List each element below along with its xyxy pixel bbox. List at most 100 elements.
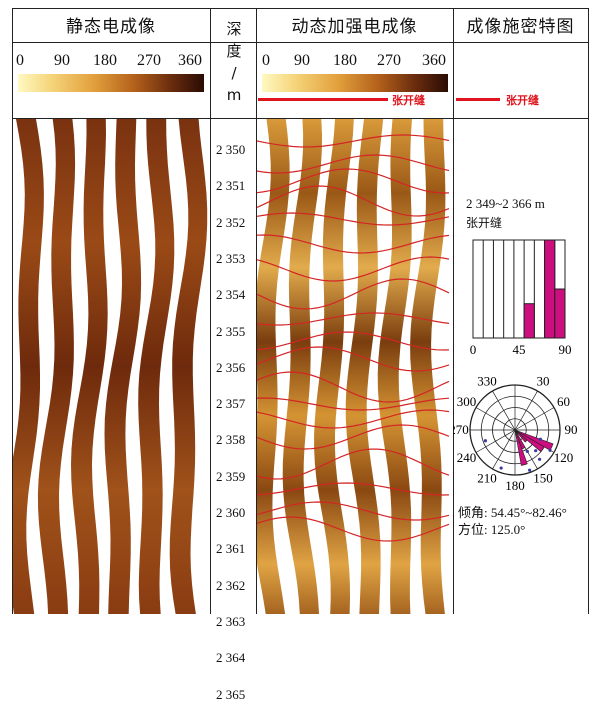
depth-label: 2 357 [216,396,246,412]
border-left [12,8,13,614]
top-border [12,8,588,9]
depth-label: 2 355 [216,323,246,339]
scale-tick: 0 [262,52,270,69]
pole-point [537,457,542,461]
scale-tick: 0 [16,52,24,69]
histogram-bar [544,239,556,339]
depth-label: 2 353 [216,250,246,266]
fracture-trace [257,331,450,351]
rose-angle-label: 240 [457,450,477,465]
scale-divider [12,118,588,119]
border-right [588,8,589,614]
interval-label: 2 349~2 366 m [466,196,545,211]
fracture-trace [257,409,450,429]
depth-label: 2 364 [216,650,246,666]
legend-line [258,98,388,101]
rose-petal [514,429,528,466]
border-static-depth [210,8,211,614]
depth-label: 2 356 [216,359,246,375]
depth-label: 2 352 [216,214,246,230]
scale-tick: 90 [54,52,70,69]
pole-point [499,466,503,470]
depth-label: 2 358 [216,432,246,448]
histogram-bar [523,303,535,339]
rose-angle-label: 120 [554,450,574,465]
pole-point [534,449,538,453]
stereonet-header: 成像施密特图 [466,16,575,37]
rose-angle-label: 180 [505,478,525,490]
image-stripe [345,119,384,614]
fracture-trace [257,312,450,326]
image-stripe [410,119,446,614]
rose-petal [514,429,528,443]
fracture-type-label: 张开缝 [466,216,503,230]
rose-angle-label: 300 [457,394,477,409]
rose-spoke [475,429,516,453]
depth-label: 2 365 [216,686,246,702]
depth-label: 2 360 [216,505,246,520]
scale-tick: 90 [294,52,310,69]
scale-tick: 180 [333,52,357,69]
rose-angle-label: 60 [557,394,570,409]
depth-label: 2 362 [216,577,246,593]
rose-angle-label: 210 [477,470,497,485]
static-image-header: 静态电成像 [66,16,156,37]
fracture-trace [257,371,450,403]
scale-tick: 270 [137,52,161,69]
fracture-trace [257,212,450,226]
dynamic-image-header: 动态加强电成像 [291,16,418,37]
pole-point [483,439,487,443]
scale-tick: 360 [178,52,202,69]
static-image-log [13,119,208,614]
legend-label: 张开缝 [506,94,539,107]
image-stripe [13,119,44,614]
rose-angle-label: 270 [453,422,469,437]
image-stripe [257,119,290,614]
dip-histogram: 0 45 90 [470,239,572,357]
dynamic-image-log [257,119,450,614]
rose-spoke [514,390,538,431]
rose-angle-label: 150 [533,470,553,485]
fracture-trace [257,185,450,217]
fracture-trace [257,346,450,372]
rose-spoke [492,429,516,470]
fracture-trace [257,278,450,310]
rose-spoke [475,407,516,431]
image-stripe [314,119,354,614]
static-color-bar [18,74,204,92]
rose-petal [514,429,545,453]
scale-tick: 180 [93,52,117,69]
legend-label: 张开缝 [392,94,425,107]
histogram-tick-label: 90 [559,342,572,357]
legend-line [456,98,500,101]
depth-label: 2 351 [216,178,246,194]
depth-header: 深 度 / m [226,20,242,104]
image-stripe [377,119,412,614]
histogram-tick-label: 0 [470,342,477,357]
fracture-trace [257,256,450,282]
fracture-trace [257,516,450,542]
dynamic-color-bar [262,74,448,92]
fracture-trace [257,234,450,254]
fracture-trace [257,501,450,521]
rose-angle-label: 90 [565,422,578,437]
depth-label: 2 354 [216,287,246,303]
fracture-trace [257,154,450,174]
pole-point [548,448,552,452]
border-dynamic-stereo [453,8,454,614]
depth-label: 2 361 [216,541,246,557]
histogram-tick-label: 45 [513,342,526,357]
fracture-trace [257,448,450,480]
image-stripe [37,119,76,614]
image-stripe [169,119,208,614]
fracture-trace [257,134,450,148]
pole-point [538,437,542,441]
depth-label: 2 363 [216,613,246,629]
depth-column: 2 350 2 351 2 352 2 353 2 354 2 355 2 356 2 357… [212,119,256,702]
rose-spoke [514,407,555,431]
scale-tick: 360 [422,52,446,69]
histogram-bar [554,288,566,339]
image-stripe [71,119,108,614]
fracture-trace [257,424,450,450]
